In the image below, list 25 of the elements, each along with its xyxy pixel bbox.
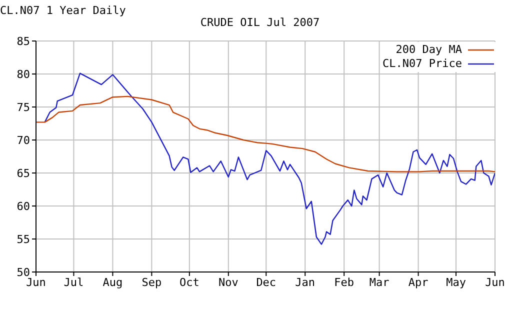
chart-title: CRUDE OIL Jul 2007 [199,16,321,29]
x-tick-label: Jun [485,276,505,289]
legend-label: 200 Day MA [396,43,462,57]
x-tick-label: Aug [102,276,123,289]
x-tick-label: Apr [408,276,429,289]
x-tick-label: Mar [369,276,390,289]
y-tick-label: 60 [16,200,30,213]
x-tick-label: Nov [218,276,239,289]
line-series [36,96,495,172]
x-tick-label: May [446,276,466,289]
x-tick-label: Feb [334,276,354,289]
y-tick-label: 70 [16,134,30,147]
y-tick-label: 55 [16,232,30,246]
legend-label: CL.N07 Price [382,57,462,71]
y-tick-label: 75 [16,100,30,114]
x-tick-label: Jul [64,276,84,289]
x-tick-label: Sep [142,276,162,289]
x-tick-label: Jan [295,276,316,289]
x-tick-label: Dec [256,276,276,289]
x-tick-label: Oct [179,276,200,289]
y-tick-label: 65 [16,166,30,180]
chart-subtitle: CL.N07 1 Year Daily [0,4,126,17]
y-tick-label: 80 [16,68,30,81]
y-tick-label: 85 [16,34,30,48]
line-series [44,72,495,245]
